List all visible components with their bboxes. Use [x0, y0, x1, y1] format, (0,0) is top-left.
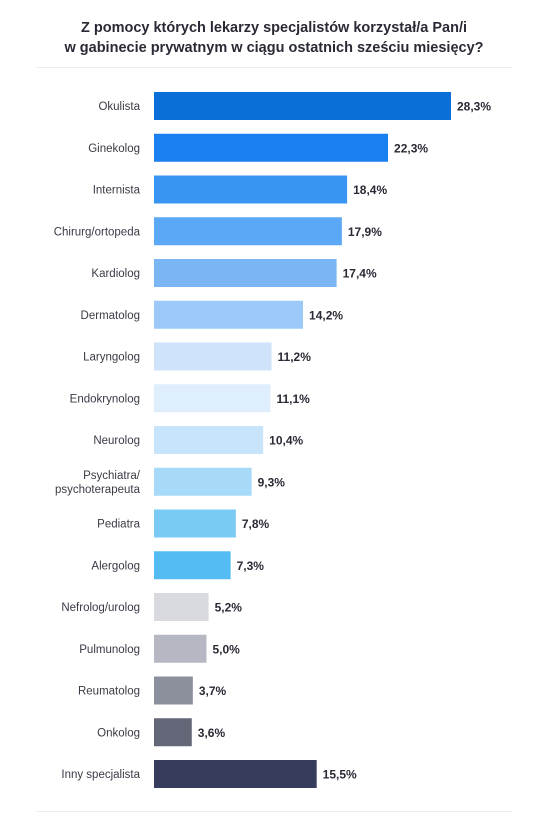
- bar-row: Neurolog 10,4%: [93, 426, 304, 454]
- chart-title-line-1: Z pomocy których lekarzy specjalistów ko…: [80, 20, 467, 36]
- top-divider: [36, 67, 512, 68]
- value-label: 14,2%: [309, 308, 343, 322]
- category-label-line: Reumatolog: [78, 686, 140, 698]
- bar: [154, 217, 342, 246]
- value-label: 3,7%: [199, 684, 227, 698]
- bar-row: Laryngolog 11,2%: [83, 342, 312, 371]
- bar-row: Internista 18,4%: [93, 175, 387, 204]
- value-label: 5,0%: [212, 642, 240, 656]
- bar-row: Endokrynolog 11,1%: [70, 384, 310, 413]
- bar-row: Alergolog 7,3%: [91, 551, 265, 580]
- category-label: Reumatolog: [78, 686, 140, 698]
- bar-row: Kardiolog 17,4%: [91, 259, 377, 287]
- bar: [154, 342, 272, 371]
- bar: [154, 634, 207, 663]
- category-label: Endokrynolog: [70, 393, 140, 405]
- category-label-line: psychoterapeuta: [55, 484, 141, 496]
- bar-row: Pulmunolog 5,0%: [79, 634, 240, 663]
- value-label: 15,5%: [323, 768, 357, 782]
- value-label: 17,9%: [348, 225, 382, 239]
- category-label: Dermatolog: [81, 310, 140, 322]
- category-label-line: Neurolog: [93, 435, 140, 447]
- category-label-line: Nefrolog/urolog: [61, 602, 140, 614]
- bar: [154, 593, 209, 621]
- category-label-line: Onkolog: [97, 727, 140, 739]
- category-label-line: Laryngolog: [83, 352, 140, 364]
- category-label: Pediatra: [97, 519, 140, 531]
- category-label: Psychiatra/psychoterapeuta: [55, 470, 141, 496]
- category-label: Alergolog: [91, 560, 140, 572]
- category-label-line: Psychiatra/: [83, 470, 141, 482]
- category-label: Inny specjalista: [61, 769, 140, 781]
- bar: [154, 175, 348, 204]
- category-label-line: Internista: [93, 185, 141, 197]
- category-label: Chirurg/ortopeda: [54, 226, 141, 238]
- chart-title-line-2: w gabinecie prywatnym w ciągu ostatnich …: [64, 40, 484, 56]
- category-label: Onkolog: [97, 727, 140, 739]
- bar-row: Psychiatra/psychoterapeuta 9,3%: [55, 467, 286, 496]
- bar-row: Inny specjalista 15,5%: [61, 760, 357, 788]
- bar: [154, 92, 451, 120]
- category-label-line: Dermatolog: [81, 310, 140, 322]
- bar-row: Reumatolog 3,7%: [78, 676, 227, 705]
- bar: [154, 676, 193, 705]
- category-label: Okulista: [98, 101, 140, 113]
- value-label: 22,3%: [394, 141, 428, 155]
- category-label: Internista: [93, 185, 141, 197]
- bar: [154, 300, 304, 329]
- bottom-divider: [36, 811, 512, 812]
- value-label: 9,3%: [258, 475, 286, 489]
- category-label: Nefrolog/urolog: [61, 602, 140, 614]
- chart-title: Z pomocy których lekarzy specjalistów ko…: [0, 18, 548, 58]
- bar: [154, 133, 389, 162]
- category-label-line: Pulmunolog: [79, 644, 140, 656]
- bar: [154, 509, 236, 538]
- value-label: 17,4%: [343, 267, 377, 281]
- value-label: 7,8%: [242, 517, 270, 531]
- bar-row: Okulista 28,3%: [98, 92, 491, 120]
- category-label-line: Kardiolog: [91, 268, 140, 280]
- value-label: 3,6%: [198, 726, 226, 740]
- category-label: Kardiolog: [91, 268, 140, 280]
- bar-row: Pediatra 7,8%: [97, 509, 270, 538]
- value-label: 18,4%: [353, 183, 387, 197]
- bar: [154, 467, 252, 496]
- category-label-line: Pediatra: [97, 519, 140, 531]
- value-label: 7,3%: [237, 559, 265, 573]
- category-label-line: Alergolog: [91, 560, 140, 572]
- value-label: 10,4%: [269, 434, 303, 448]
- value-label: 11,2%: [278, 350, 312, 364]
- bar: [154, 551, 231, 580]
- bar-row: Ginekolog 22,3%: [88, 133, 428, 162]
- category-label-line: Okulista: [98, 101, 140, 113]
- bar: [154, 384, 271, 413]
- category-label-line: Inny specjalista: [61, 769, 140, 781]
- category-label: Pulmunolog: [79, 644, 140, 656]
- category-label: Laryngolog: [83, 352, 140, 364]
- bar: [154, 259, 337, 287]
- category-label: Ginekolog: [88, 143, 140, 155]
- bar-row: Chirurg/ortopeda 17,9%: [54, 217, 382, 246]
- bar: [154, 718, 192, 747]
- bar: [154, 426, 264, 454]
- value-label: 11,1%: [276, 392, 310, 406]
- category-label: Neurolog: [93, 435, 140, 447]
- bar-row: Nefrolog/urolog 5,2%: [61, 593, 242, 621]
- category-label-line: Chirurg/ortopeda: [54, 226, 141, 238]
- category-label-line: Endokrynolog: [70, 393, 140, 405]
- bar: [154, 760, 317, 788]
- value-label: 28,3%: [457, 100, 491, 114]
- value-label: 5,2%: [215, 601, 243, 615]
- bar-row: Onkolog 3,6%: [97, 718, 226, 747]
- bar-row: Dermatolog 14,2%: [81, 300, 343, 329]
- category-label-line: Ginekolog: [88, 143, 140, 155]
